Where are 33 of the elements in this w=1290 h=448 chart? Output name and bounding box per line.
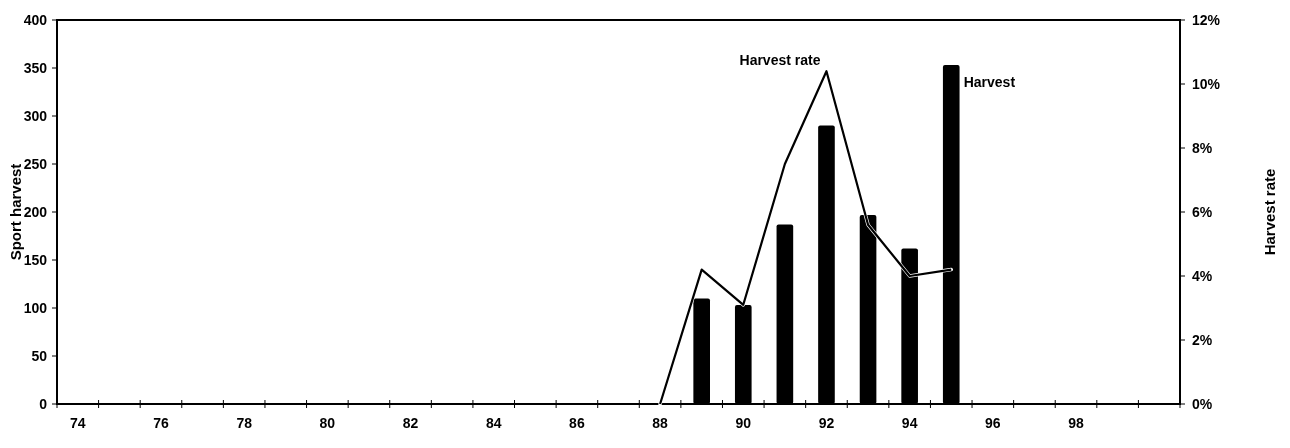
- y2-tick-label: 0%: [1192, 395, 1213, 412]
- x-tick-label: 80: [319, 415, 336, 431]
- y2-tick-label: 6%: [1192, 203, 1213, 220]
- x-tick-label: 94: [901, 415, 918, 431]
- y-axis-title: Sport harvest: [7, 163, 25, 261]
- x-tick-label: 82: [402, 415, 419, 431]
- y2-tick-label: 8%: [1192, 139, 1213, 156]
- series-label: Harvest: [963, 74, 1016, 91]
- x-tick-label: 86: [569, 415, 585, 431]
- y2-tick-label: 12%: [1192, 11, 1221, 28]
- x-tick-label: 98: [1068, 415, 1085, 431]
- y-tick-label: 200: [23, 203, 48, 220]
- y2-tick-label: 10%: [1192, 75, 1221, 92]
- x-tick-label: 76: [153, 415, 169, 431]
- y-tick-label: 0: [39, 395, 48, 412]
- x-tick-label: 74: [70, 415, 86, 431]
- x-tick-label: 90: [735, 415, 752, 431]
- series-label: Harvest rate: [739, 52, 821, 69]
- x-tick-label: 78: [236, 415, 253, 431]
- y-tick-label: 250: [23, 155, 48, 172]
- y2-tick-label: 2%: [1192, 331, 1213, 348]
- y-tick-label: 300: [23, 107, 48, 124]
- y2-axis-title: Harvest rate: [1261, 168, 1279, 256]
- y-tick-label: 50: [31, 347, 48, 364]
- y-tick-label: 400: [23, 11, 48, 28]
- x-tick-label: 96: [985, 415, 1001, 431]
- x-tick-label: 92: [818, 415, 835, 431]
- x-tick-label: 84: [485, 415, 502, 431]
- y-tick-label: 150: [23, 251, 48, 268]
- y-tick-label: 100: [23, 299, 48, 316]
- y-tick-label: 350: [23, 59, 48, 76]
- x-tick-label: 88: [652, 415, 669, 431]
- y2-tick-label: 4%: [1192, 267, 1213, 284]
